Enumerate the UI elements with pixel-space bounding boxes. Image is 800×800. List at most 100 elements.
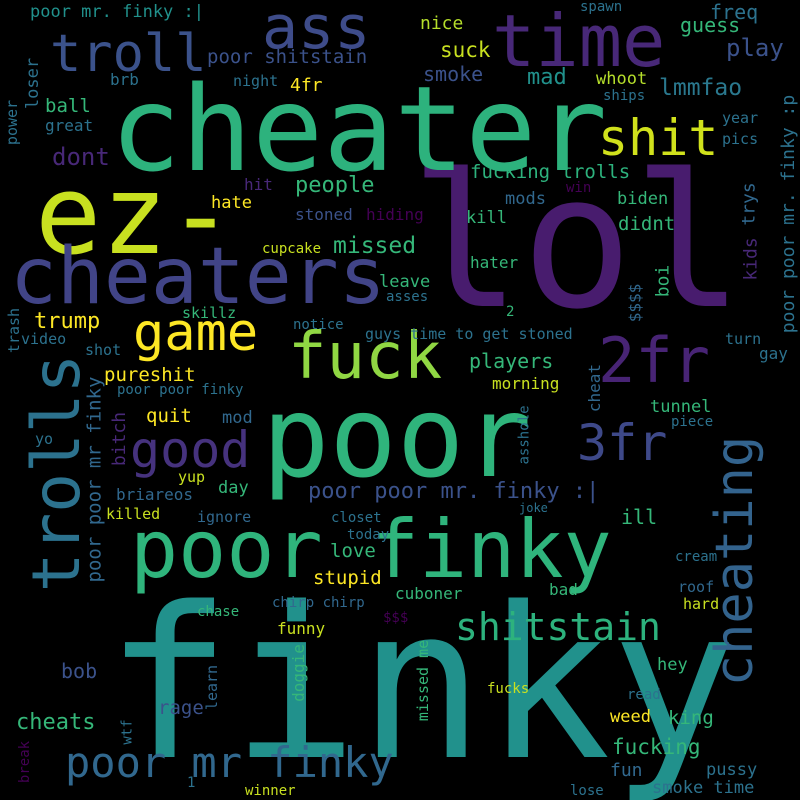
word: 1 bbox=[187, 775, 196, 791]
word: poor mr finky bbox=[65, 738, 394, 787]
word: troll bbox=[50, 24, 207, 84]
word: loser bbox=[23, 57, 44, 110]
word: trash bbox=[5, 307, 24, 354]
word: funny bbox=[277, 619, 326, 638]
word: trys bbox=[738, 182, 760, 226]
word: play bbox=[726, 34, 784, 62]
word: poor poor mr. finky :p bbox=[778, 94, 800, 334]
word: asshole bbox=[516, 405, 533, 465]
word: fucking bbox=[612, 735, 701, 759]
word: poor shitstain bbox=[207, 46, 368, 68]
word: dont bbox=[52, 143, 110, 171]
word: bad bbox=[549, 580, 578, 599]
word: leave bbox=[379, 272, 431, 292]
word: closet bbox=[331, 510, 382, 526]
word: players bbox=[469, 349, 554, 373]
word: mods bbox=[505, 189, 546, 209]
word: people bbox=[295, 173, 375, 198]
word: power bbox=[3, 99, 22, 146]
word: poor poor mr finky bbox=[83, 376, 106, 583]
word: day bbox=[218, 478, 249, 498]
word: missed bbox=[333, 233, 417, 259]
word: chase bbox=[197, 604, 240, 620]
word: today bbox=[347, 527, 390, 543]
word: winner bbox=[245, 783, 296, 799]
word: ships bbox=[603, 88, 646, 104]
word: video bbox=[21, 330, 67, 348]
word: boi bbox=[652, 264, 674, 298]
word: tunnel bbox=[650, 397, 712, 417]
word: bob bbox=[61, 659, 98, 683]
word: poor poor mr. finky :| bbox=[308, 479, 600, 504]
word: king bbox=[668, 707, 714, 729]
word: yup bbox=[178, 468, 206, 486]
word: great bbox=[45, 116, 94, 135]
word: fuck bbox=[288, 320, 443, 394]
word: doggie bbox=[288, 644, 308, 702]
word: cheaters bbox=[10, 232, 386, 322]
word: fun bbox=[610, 760, 643, 781]
word: win bbox=[566, 180, 592, 196]
word: hate bbox=[211, 193, 252, 213]
word: good bbox=[130, 421, 251, 479]
word: ball bbox=[45, 95, 91, 117]
word: fucking trolls bbox=[470, 161, 631, 183]
word: pureshit bbox=[104, 364, 196, 386]
word: 4fr bbox=[290, 75, 323, 96]
word: smoke time bbox=[652, 778, 755, 798]
word: brb bbox=[110, 70, 139, 89]
word: turn bbox=[725, 330, 762, 348]
word: stupid bbox=[313, 567, 382, 589]
word: gay bbox=[759, 344, 788, 363]
word: shitstain bbox=[455, 605, 661, 649]
word: love bbox=[330, 540, 376, 562]
word: ass bbox=[262, 0, 371, 63]
word: spawn bbox=[580, 0, 623, 15]
word: break bbox=[17, 740, 34, 784]
word: quit bbox=[146, 405, 192, 427]
word: hey bbox=[657, 655, 688, 675]
word: lol bbox=[410, 134, 745, 350]
word: yo bbox=[35, 430, 54, 448]
word: guys time to get stoned bbox=[365, 325, 573, 343]
word: hit bbox=[244, 175, 273, 194]
word: poor bbox=[262, 373, 532, 503]
word: freq bbox=[710, 0, 759, 24]
word: morning bbox=[492, 374, 560, 393]
word: stoned bbox=[295, 205, 353, 224]
word: hater bbox=[470, 253, 519, 272]
word: suck bbox=[440, 38, 491, 62]
word: cheat bbox=[585, 363, 605, 413]
word: chirp chirp bbox=[272, 595, 365, 611]
word: mad bbox=[527, 65, 567, 90]
word: cupcake bbox=[262, 241, 322, 257]
word: trolls bbox=[18, 353, 96, 593]
word: joke bbox=[519, 501, 548, 515]
word: kill bbox=[466, 208, 507, 228]
word: didnt bbox=[618, 213, 676, 235]
word: ez- bbox=[35, 151, 234, 279]
word: 2 bbox=[506, 304, 515, 320]
word: asses bbox=[386, 289, 429, 305]
word: missed me bbox=[414, 639, 433, 722]
word: roof bbox=[678, 578, 715, 596]
word: pics bbox=[722, 130, 759, 148]
word: finky bbox=[105, 562, 738, 800]
word: hiding bbox=[366, 205, 424, 224]
word: notice bbox=[293, 317, 344, 333]
word: rage bbox=[158, 697, 204, 719]
word: shit bbox=[598, 109, 719, 167]
word: cheats bbox=[16, 710, 96, 735]
word: lose bbox=[570, 783, 604, 799]
word: $$$ bbox=[383, 610, 409, 626]
word: ignore bbox=[197, 508, 252, 526]
word: cuboner bbox=[395, 584, 463, 603]
word: mod bbox=[222, 408, 253, 428]
word: year bbox=[722, 109, 759, 127]
word: ill bbox=[621, 505, 658, 529]
word: lmmfao bbox=[659, 75, 743, 101]
word: $$$$ bbox=[625, 283, 645, 323]
word: skillz bbox=[182, 304, 237, 322]
word: piece bbox=[671, 414, 714, 430]
